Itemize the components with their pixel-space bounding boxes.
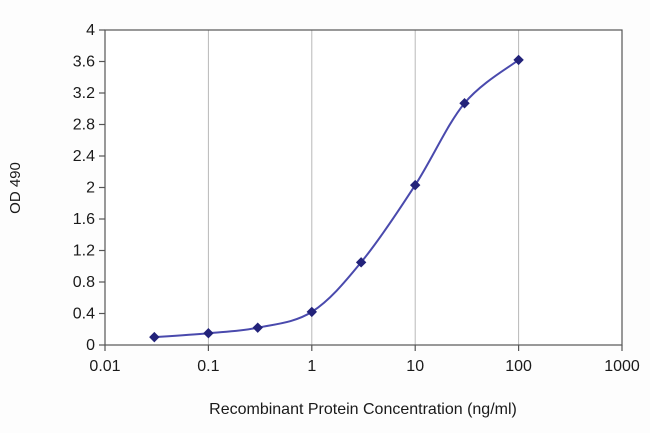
data-point-marker <box>409 179 421 191</box>
y-tick-label: 4 <box>86 22 95 39</box>
y-tick-label: 2.4 <box>73 148 95 165</box>
y-axis-title: OD 490 <box>7 162 24 214</box>
data-point-marker <box>149 331 160 343</box>
plot-area <box>105 30 622 345</box>
chart-generated-layer: 0 0.4 0.8 1.2 1.6 2 2.4 2.8 3.2 3.6 4 0.01 0.1 1 10 100… <box>73 22 640 375</box>
x-tick-label: 1000 <box>604 358 640 375</box>
y-tick-label: 1.2 <box>73 243 95 260</box>
x-tick-label: 10 <box>406 358 424 375</box>
x-tick-label: 0.1 <box>197 358 219 375</box>
data-point-marker <box>306 306 318 318</box>
data-point-marker <box>203 327 214 339</box>
series-line <box>154 59 520 339</box>
x-tick-label: 0.01 <box>89 358 120 375</box>
x-tick-label: 1 <box>307 358 316 375</box>
y-tick-label: 0.8 <box>73 274 95 291</box>
y-tick-label: 3.6 <box>73 54 95 71</box>
data-point-marker <box>459 98 470 109</box>
data-point-marker <box>252 322 263 333</box>
y-tick-label: 1.6 <box>73 211 95 228</box>
y-tick-label: 2.8 <box>73 117 95 134</box>
x-tick-label: 100 <box>505 358 532 375</box>
data-point-marker <box>513 54 524 66</box>
x-axis-title: Recombinant Protein Concentration (ng/ml… <box>209 401 517 418</box>
y-tick-label: 0.4 <box>73 306 95 323</box>
y-tick-label: 3.2 <box>73 85 95 102</box>
y-tick-label: 2 <box>86 180 95 197</box>
data-point-marker <box>355 257 367 268</box>
y-tick-label: 0 <box>86 337 95 354</box>
